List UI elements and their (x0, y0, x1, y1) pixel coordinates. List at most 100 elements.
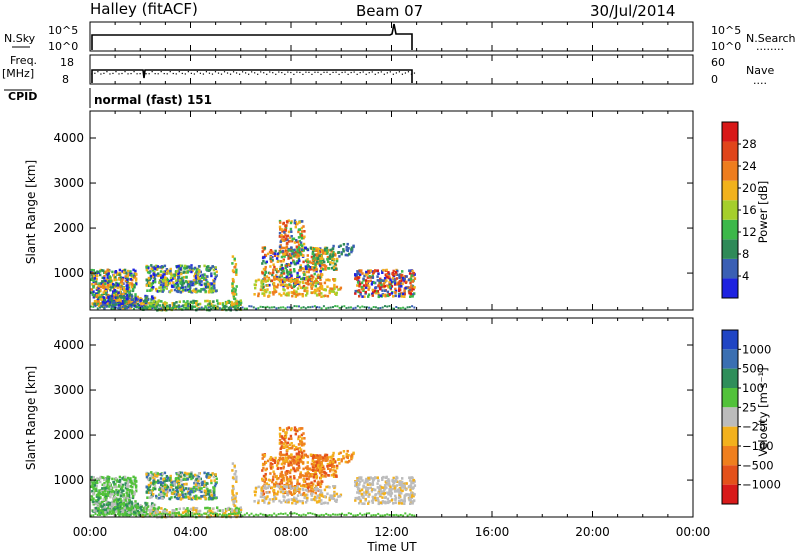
power-echo-cell (131, 295, 134, 298)
power-echo-cell (272, 276, 276, 279)
vel-echo-cell (163, 493, 166, 496)
power-echo-cell (190, 265, 193, 269)
vel-echo-cell (128, 511, 131, 514)
power-echo-cell (182, 288, 185, 292)
power-echo-cell (358, 269, 361, 273)
vel-echo-cell (165, 479, 168, 482)
vel-echo-cell (311, 457, 315, 460)
power-echo-cell (209, 302, 213, 306)
vel-echo-cell (234, 495, 237, 498)
power-echo-cell (212, 289, 215, 293)
power-echo-cell (232, 293, 235, 296)
power-echo-cell (266, 252, 270, 256)
vel-echo-cell (413, 484, 417, 487)
vel-echo-cell (109, 484, 112, 487)
vel-echo-cell (177, 471, 180, 475)
vel-echo-cell (182, 488, 186, 492)
power-echo-cell (385, 268, 388, 272)
power-echo-cell (267, 271, 271, 275)
vel-echo-cell (280, 462, 284, 466)
power-echo-cell (394, 281, 397, 285)
vel-echo-cell (265, 497, 268, 500)
vel-echo-cell (128, 498, 131, 502)
vel-echo-cell (306, 496, 309, 500)
vel-echo-cell (117, 509, 121, 513)
vel-echo-cell (307, 486, 310, 489)
power-echo-cell (290, 286, 294, 289)
power-echo-cell (329, 248, 332, 252)
vel-echo-cell (284, 433, 288, 436)
freq-label: Freq. (10, 54, 37, 67)
power-echo-cell (92, 269, 95, 272)
power-echo-cell (216, 306, 220, 310)
nave-point (305, 71, 307, 73)
power-echo-cell (204, 290, 207, 293)
power-echo-cell (190, 282, 193, 286)
vel-echo-cell (392, 502, 395, 505)
vel-echo-cell (273, 461, 277, 464)
vel-echo-cell (195, 511, 198, 514)
power-echo-cell (312, 247, 316, 251)
vel-echo-cell (125, 478, 128, 482)
power-echo-cell (332, 268, 336, 271)
vel-echo-cell (264, 461, 268, 464)
vel-echo-cell (283, 445, 286, 449)
power-echo-cell (296, 240, 299, 244)
nave-point (278, 71, 280, 73)
power-echo-cell (198, 280, 202, 283)
vel-echo-cell (146, 477, 150, 481)
power-echo-cell (289, 272, 292, 276)
power-echo-cell (118, 278, 121, 281)
power-echo-cell (310, 287, 313, 290)
vel-echo-cell (322, 459, 325, 462)
vel-echo-cell (322, 456, 325, 459)
vel-echo-cell (379, 493, 382, 496)
vel-echo-cell (358, 491, 361, 495)
vel-echo-cell (192, 474, 195, 478)
power-echo-cell (179, 279, 182, 282)
vel-echo-cell (279, 447, 282, 451)
power-echo-cell (112, 295, 116, 299)
vel-echo-cell (280, 440, 283, 444)
power-echo-cell (330, 255, 333, 259)
vel-echo-cell (162, 477, 165, 481)
vel-echo-cell (107, 479, 110, 482)
freq-tick-top: 18 (60, 56, 74, 69)
power-echo-cell (126, 274, 130, 278)
vel-echo-cell (385, 475, 388, 479)
vel-echo-cell (365, 480, 368, 484)
vel-echo-cell (408, 494, 411, 498)
vel-echo-cell (116, 498, 119, 501)
vel-echo-cell (177, 511, 180, 514)
power-echo-cell (394, 294, 397, 298)
vel-echo-cell (224, 507, 228, 511)
vel-echo-cell (147, 508, 151, 512)
nave-point (184, 73, 186, 75)
power-echo-cell (377, 307, 380, 310)
power-echo-cell (325, 307, 328, 310)
vel-echo-cell (150, 495, 153, 499)
nave-point (347, 73, 349, 75)
power-echo-cell (261, 271, 264, 275)
vel-echo-cell (121, 506, 125, 510)
vel-echo-cell (177, 486, 180, 489)
vel-echo-cell (296, 455, 299, 458)
power-echo-cell (92, 305, 95, 308)
power-echo-cell (369, 269, 372, 272)
vel-echo-cell (96, 501, 99, 504)
vel-echo-cell (319, 485, 322, 489)
vel-echo-cell (281, 457, 284, 460)
vel-echo-cell (159, 480, 162, 484)
vel-echo-cell (150, 471, 153, 474)
vel-echo-cell (201, 483, 204, 487)
vel-echo-cell (320, 455, 323, 459)
vel-echo-cell (317, 483, 320, 486)
power-echo-cell (287, 240, 290, 243)
vel-echo-cell (149, 483, 153, 487)
power-echo-cell (114, 276, 117, 279)
power-echo-cell (149, 284, 152, 287)
power-echo-cell (297, 236, 301, 239)
nave-point (374, 73, 376, 75)
vel-echo-cell (388, 500, 391, 503)
power-echo-cell (269, 265, 272, 268)
